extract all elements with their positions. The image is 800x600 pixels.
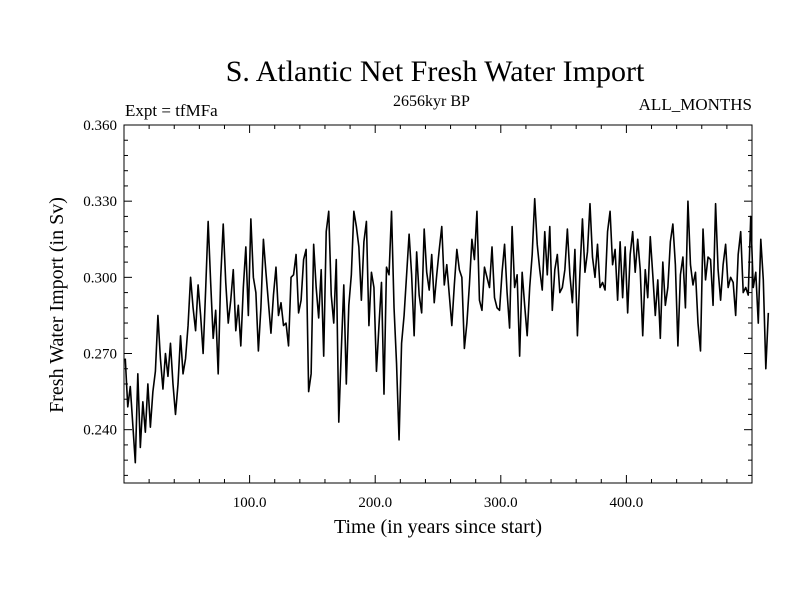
chart-subtitle: 2656kyr BP	[393, 93, 470, 110]
y-tick-label: 0.300	[83, 270, 117, 286]
x-axis-label: Time (in years since start)	[334, 516, 542, 538]
axis-ticks	[124, 124, 752, 483]
series-line	[124, 197, 770, 464]
y-axis-label: Fresh Water Import (in Sv)	[46, 197, 68, 413]
x-tick-label: 300.0	[484, 495, 518, 511]
experiment-label: Expt = tfMFa	[125, 101, 218, 120]
y-tick-label: 0.270	[83, 347, 117, 363]
x-tick-label: 400.0	[610, 495, 644, 511]
chart-title: S. Atlantic Net Fresh Water Import	[225, 55, 645, 88]
plot-frame	[123, 124, 753, 484]
tick-labels: 100.0 200.0 300.0 400.0 0.240 0.270 0.300 0.330…	[83, 118, 643, 511]
period-label: ALL_MONTHS	[638, 95, 752, 114]
x-tick-label: 200.0	[358, 495, 392, 511]
x-tick-label: 100.0	[233, 495, 267, 511]
y-tick-label: 0.240	[83, 423, 117, 439]
series-layer	[124, 197, 770, 464]
y-tick-label: 0.360	[83, 118, 117, 134]
y-tick-label: 0.330	[83, 194, 117, 210]
